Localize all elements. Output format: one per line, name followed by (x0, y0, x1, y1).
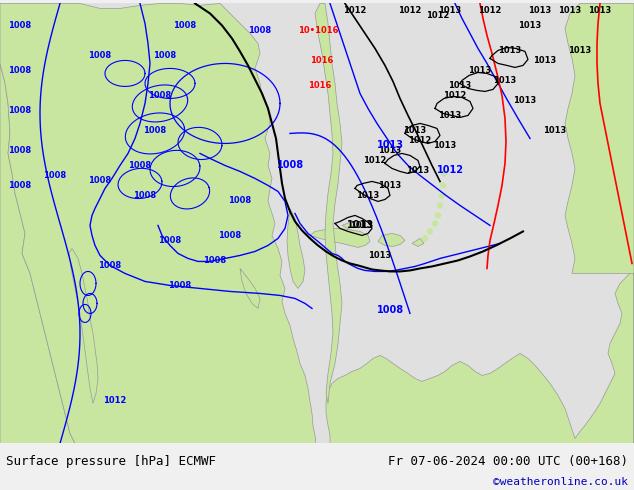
Text: 1008: 1008 (148, 92, 172, 100)
Text: 1013: 1013 (378, 147, 401, 155)
Text: 10•1016: 10•1016 (298, 26, 339, 35)
Text: ©weatheronline.co.uk: ©weatheronline.co.uk (493, 477, 628, 487)
Text: 1013: 1013 (588, 6, 612, 16)
Text: 1013: 1013 (514, 97, 536, 105)
Text: 1013: 1013 (519, 22, 541, 30)
Polygon shape (240, 269, 260, 308)
Text: 1008: 1008 (8, 181, 32, 191)
Text: 1012: 1012 (363, 156, 387, 166)
Text: 1008: 1008 (8, 67, 32, 75)
Text: 1008: 1008 (8, 22, 32, 30)
Text: 1008: 1008 (204, 256, 226, 266)
Text: 1013: 1013 (448, 81, 472, 91)
Text: 1013: 1013 (438, 111, 462, 121)
Polygon shape (0, 3, 75, 443)
Text: 1008: 1008 (88, 176, 112, 185)
Polygon shape (315, 3, 342, 403)
Text: 1016: 1016 (310, 56, 333, 66)
Text: 1008: 1008 (153, 51, 176, 60)
Text: 1016: 1016 (308, 81, 332, 91)
Text: 1012: 1012 (408, 136, 432, 146)
Text: 1008: 1008 (143, 126, 167, 135)
Text: 1013: 1013 (356, 192, 380, 200)
Text: 1008: 1008 (174, 22, 197, 30)
Circle shape (432, 221, 437, 226)
Text: 1008: 1008 (98, 262, 122, 270)
Circle shape (441, 183, 446, 188)
Polygon shape (342, 221, 355, 228)
Text: 1008: 1008 (276, 160, 304, 171)
Text: 1008: 1008 (228, 196, 252, 205)
Text: 1008: 1008 (377, 305, 404, 316)
Text: 1012: 1012 (443, 92, 467, 100)
Text: 1008: 1008 (129, 161, 152, 171)
Polygon shape (412, 239, 424, 246)
Text: 1008: 1008 (88, 51, 112, 60)
Text: 1013: 1013 (533, 56, 557, 66)
Circle shape (441, 171, 446, 176)
Text: 1008: 1008 (249, 26, 271, 35)
Text: 1013: 1013 (378, 181, 401, 191)
Text: 1012: 1012 (436, 166, 463, 175)
Circle shape (427, 229, 432, 234)
Text: 1013: 1013 (568, 47, 592, 55)
Text: 1008: 1008 (219, 231, 242, 241)
Polygon shape (69, 248, 98, 403)
Text: 1008: 1008 (44, 172, 67, 180)
Text: 1008: 1008 (8, 106, 32, 116)
Text: 1013: 1013 (351, 221, 373, 230)
Polygon shape (287, 208, 305, 289)
Text: 1013: 1013 (528, 6, 552, 16)
Circle shape (436, 213, 441, 218)
Text: 1012: 1012 (344, 6, 366, 16)
Text: 1013: 1013 (403, 126, 427, 135)
Polygon shape (326, 269, 634, 443)
Circle shape (437, 203, 443, 208)
Text: 1012: 1012 (398, 6, 422, 16)
Text: 1012: 1012 (103, 396, 127, 405)
Polygon shape (310, 228, 370, 247)
Text: 1013: 1013 (377, 141, 403, 150)
Text: 1008: 1008 (8, 147, 32, 155)
Text: 1013: 1013 (406, 167, 430, 175)
Circle shape (422, 236, 427, 241)
Text: 1013: 1013 (347, 220, 373, 230)
Circle shape (439, 193, 444, 198)
Text: Surface pressure [hPa] ECMWF: Surface pressure [hPa] ECMWF (6, 455, 216, 468)
Text: 1013: 1013 (438, 6, 462, 16)
Text: 1012: 1012 (478, 6, 501, 16)
Text: 1013: 1013 (434, 142, 456, 150)
Polygon shape (0, 3, 316, 443)
Text: 1013: 1013 (559, 6, 581, 16)
Polygon shape (565, 3, 634, 443)
Polygon shape (378, 233, 405, 246)
Text: 1008: 1008 (169, 281, 191, 291)
Text: 1008: 1008 (158, 237, 181, 245)
Text: 1012: 1012 (426, 11, 450, 21)
Text: 1013: 1013 (543, 126, 567, 135)
Polygon shape (0, 3, 634, 443)
Text: 1013: 1013 (469, 67, 491, 75)
Text: 1013: 1013 (498, 47, 522, 55)
Text: Fr 07-06-2024 00:00 UTC (00+168): Fr 07-06-2024 00:00 UTC (00+168) (388, 455, 628, 468)
Text: 1013: 1013 (493, 76, 517, 85)
Text: 1008: 1008 (133, 192, 157, 200)
Text: 1013: 1013 (368, 251, 392, 261)
